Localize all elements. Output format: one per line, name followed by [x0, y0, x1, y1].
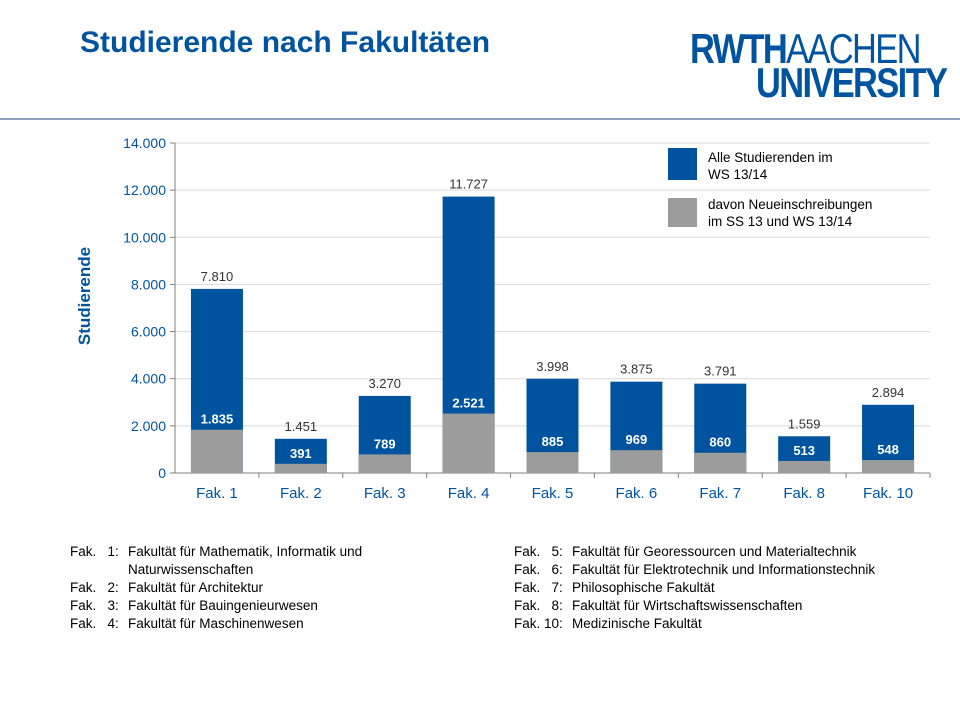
bar-chart: 0 2.000 4.000 6.000 8.000 10.000 12.000 14.000 S… [75, 135, 931, 502]
data-label-new: 860 [709, 435, 731, 450]
legend-label-total: WS 13/14 [708, 167, 768, 182]
data-label-new: 513 [793, 443, 815, 458]
bar-new [610, 450, 663, 473]
bar-new [862, 460, 915, 473]
y-tick-label: 8.000 [131, 276, 166, 292]
y-tick-label: 12.000 [123, 182, 166, 198]
x-tick-label: Fak. 10 [863, 485, 913, 502]
data-label-new: 548 [877, 442, 899, 457]
legend-label-new: davon Neueinschreibungen [708, 197, 872, 212]
x-tick-label: Fak. 7 [699, 485, 741, 502]
data-label-new: 2.521 [452, 396, 485, 411]
bar-new [190, 429, 243, 473]
faculty-name: Fakultät für Bauingenieurwesen [128, 598, 318, 613]
slide-title: Studierende nach Fakultäten [80, 26, 491, 59]
legend-swatch-new [668, 198, 697, 227]
x-tick-label: Fak. 3 [364, 485, 406, 502]
faculty-name: Fakultät für Mathematik, Informatik und [128, 544, 363, 559]
y-tick-label: 14.000 [123, 135, 166, 151]
data-label-total: 3.875 [620, 362, 653, 377]
bar-new [358, 454, 411, 473]
faculty-list-item: Fak. 6: Fakultät für Elektrotechnik und I… [514, 561, 875, 579]
x-tick-label: Fak. 4 [448, 485, 490, 502]
data-label-new: 1.835 [201, 412, 234, 427]
faculty-list-right: Fak. 5: Fakultät für Georessourcen und Ma… [514, 543, 875, 633]
faculty-name: Medizinische Fakultät [572, 616, 702, 631]
legend-label-new: im SS 13 und WS 13/14 [708, 214, 853, 229]
logo-rwth: RWTH [690, 25, 788, 72]
logo-university: UNIVERSITY [756, 59, 948, 106]
faculty-list-item: Fak. 3: Fakultät für Bauingenieurwesen [70, 597, 362, 615]
bar-new [694, 452, 747, 473]
y-tick-label: 4.000 [131, 371, 166, 387]
legend-label-total: Alle Studierenden im [708, 150, 833, 165]
faculty-name: Fakultät für Elektrotechnik und Informat… [572, 562, 876, 577]
faculty-list-left: Fak. 1: Fakultät für Mathematik, Informat… [70, 543, 362, 633]
data-label-new: 885 [542, 434, 564, 449]
faculty-list-item: Fak. 8: Fakultät für Wirtschaftswissensch… [514, 597, 875, 615]
faculty-name: Fakultät für Georessourcen und Materialt… [572, 544, 857, 559]
logo-line-1: RWTHAACHEN [690, 25, 921, 72]
faculty-code: Fak. 6: [514, 562, 563, 577]
faculty-code: Fak. 1: [70, 544, 119, 559]
bar-new [526, 452, 579, 473]
data-label-total: 1.451 [285, 419, 318, 434]
y-tick-label: 10.000 [123, 229, 166, 245]
data-label-total: 3.998 [536, 359, 569, 374]
faculty-list-item: Fak. 5: Fakultät für Georessourcen und Ma… [514, 543, 875, 561]
data-label-total: 2.894 [872, 385, 905, 400]
faculty-list-item: Fak. 7: Philosophische Fakultät [514, 579, 875, 597]
data-label-new: 969 [626, 432, 648, 447]
legend-swatch-total [668, 148, 697, 180]
x-tick-label: Fak. 8 [783, 485, 825, 502]
data-label-total: 1.559 [788, 416, 821, 431]
x-tick-label: Fak. 1 [196, 485, 238, 502]
data-label-total: 11.727 [449, 177, 488, 192]
faculty-code: Fak. 7: [514, 580, 563, 595]
faculty-name: Fakultät für Architektur [128, 580, 264, 595]
y-axis-label: Studierende [75, 247, 94, 345]
faculty-list-item: Fak. 2: Fakultät für Architektur [70, 579, 362, 597]
faculty-code: Fak. 2: [70, 580, 119, 595]
faculty-code: Fak. 8: [514, 598, 563, 613]
data-label-total: 7.810 [201, 269, 234, 284]
faculty-code: Fak. 10: [514, 616, 563, 631]
faculty-list-item: Fak. 1: Fakultät für Mathematik, Informat… [70, 543, 362, 561]
y-tick-label: 6.000 [131, 324, 166, 340]
x-tick-label: Fak. 2 [280, 485, 322, 502]
faculty-name: Fakultät für Maschinenwesen [128, 616, 304, 631]
faculty-list-item: Naturwissenschaften [70, 561, 362, 579]
bar-new [778, 460, 831, 473]
faculty-code: Fak. 5: [514, 544, 563, 559]
bar-new [442, 413, 495, 473]
faculty-name: Fakultät für Wirtschaftswissenschaften [572, 598, 803, 613]
x-tick-label: Fak. 6 [616, 485, 658, 502]
faculty-list-item: Fak. 4: Fakultät für Maschinenwesen [70, 615, 362, 633]
faculty-name: Philosophische Fakultät [572, 580, 715, 595]
data-label-total: 3.791 [704, 364, 737, 379]
data-label-new: 391 [290, 446, 312, 461]
y-tick-label: 2.000 [131, 418, 166, 434]
bar-new [274, 463, 327, 473]
x-tick-label: Fak. 5 [532, 485, 574, 502]
data-label-total: 3.270 [368, 376, 401, 391]
logo-aachen: AACHEN [786, 25, 921, 72]
faculty-name: Naturwissenschaften [128, 562, 254, 577]
rwth-logo: RWTHAACHEN UNIVERSITY [690, 25, 948, 104]
faculty-code: Fak. 4: [70, 616, 119, 631]
faculty-code: Fak. 3: [70, 598, 119, 613]
y-tick-label: 0 [158, 465, 166, 481]
data-label-new: 789 [374, 436, 396, 451]
faculty-list-item: Fak. 10: Medizinische Fakultät [514, 615, 875, 633]
header-divider [0, 118, 960, 120]
